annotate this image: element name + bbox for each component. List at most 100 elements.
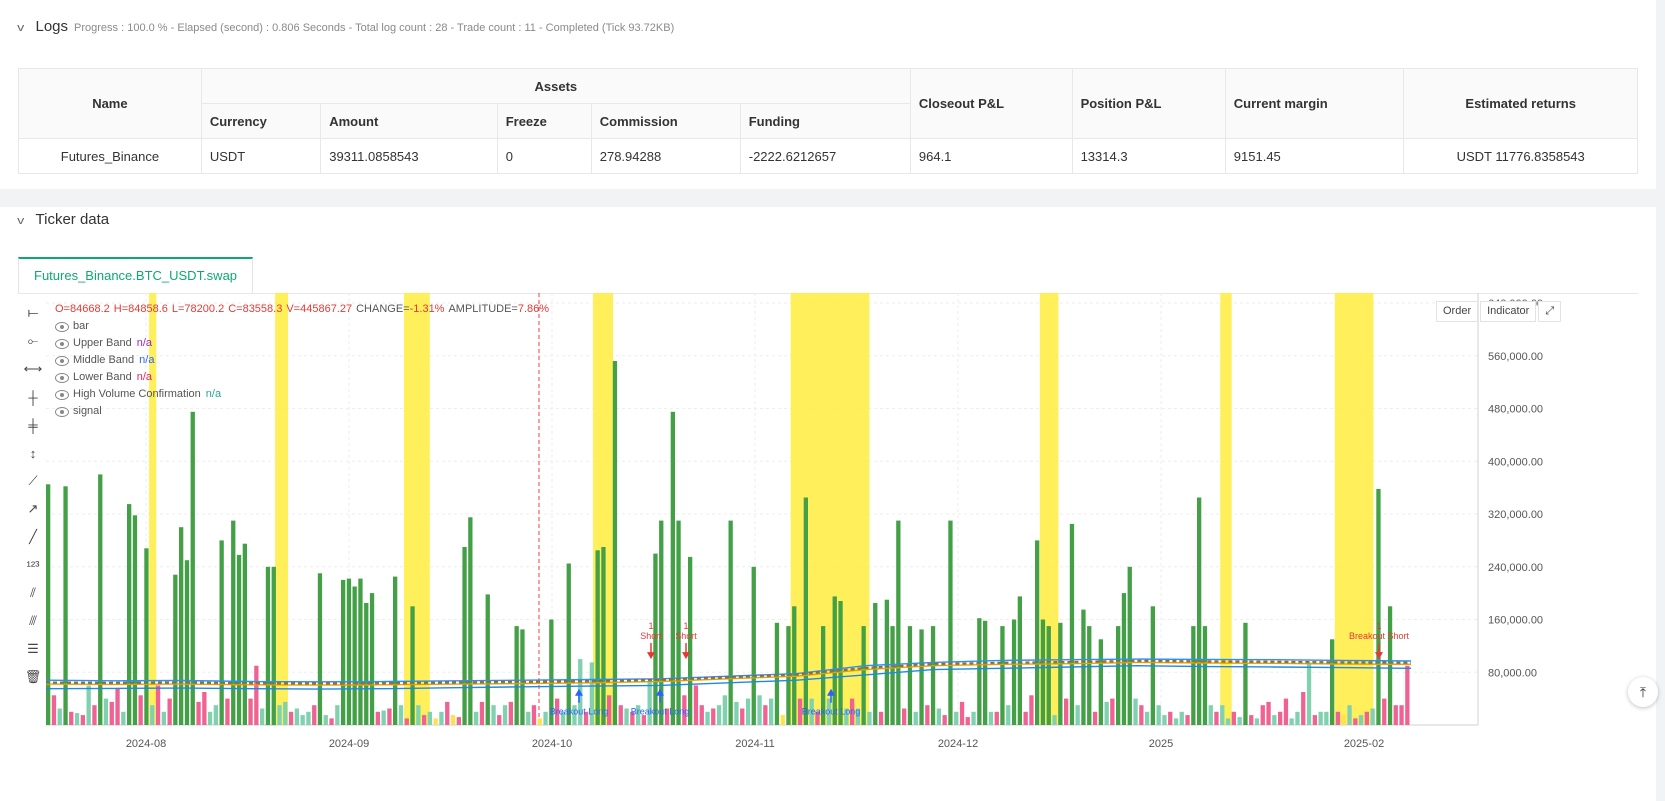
- trash-icon[interactable]: 🗑: [24, 669, 42, 684]
- volume-bar: [1289, 718, 1294, 725]
- volume-bar: [161, 711, 166, 725]
- logs-header[interactable]: v Logs Progress : 100.0 % - Elapsed (sec…: [17, 18, 674, 35]
- ohlc-high: H=84858.6: [113, 303, 168, 315]
- volume-bar: [410, 606, 415, 725]
- eye-icon[interactable]: [55, 372, 69, 383]
- volume-bar: [1214, 711, 1219, 725]
- legend-item[interactable]: signal: [55, 403, 553, 420]
- volume-bar: [387, 708, 392, 725]
- volume-bar: [549, 619, 554, 725]
- chart-legend: O=84668.2 H=84858.6 L=78200.2 C=83558.3 …: [55, 301, 553, 420]
- volume-bar: [271, 566, 276, 726]
- segment-icon[interactable]: ╱: [29, 529, 37, 544]
- chevron-down-icon[interactable]: v: [17, 215, 25, 227]
- legend-item[interactable]: High Volume Confirmation n/a: [55, 386, 553, 403]
- legend-item[interactable]: bar: [55, 318, 553, 335]
- tab-btc-usdt-swap[interactable]: Futures_Binance.BTC_USDT.swap: [18, 257, 254, 293]
- volume-bar: [1225, 718, 1231, 725]
- trend-line-icon[interactable]: ⟋: [28, 473, 38, 488]
- volume-bar: [260, 708, 265, 725]
- x-tick-label: 2024-08: [126, 738, 166, 750]
- legend-item[interactable]: Upper Band n/a: [55, 335, 553, 352]
- volume-bar: [1382, 698, 1387, 725]
- volume-bar: [647, 682, 652, 725]
- volume-bar: [618, 705, 623, 725]
- parallel-channel-icon[interactable]: ⫽: [30, 585, 36, 600]
- volume-bar: [190, 411, 195, 725]
- volume-bar: [902, 708, 907, 725]
- volume-bar: [1370, 708, 1375, 725]
- volume-bar: [283, 701, 288, 725]
- volume-bar: [809, 698, 814, 725]
- volume-bar: [497, 715, 502, 725]
- volume-bar: [1197, 497, 1202, 725]
- col-amount: Amount: [320, 103, 498, 139]
- cell-returns: USDT 11776.8358543: [1403, 138, 1638, 174]
- volume-bar: [1046, 626, 1051, 725]
- legend-item[interactable]: Middle Band n/a: [55, 352, 553, 369]
- eye-icon[interactable]: [55, 406, 69, 417]
- vertical-line-icon[interactable]: ┼: [28, 389, 38, 405]
- y-tick-label: 240,000.00: [1488, 562, 1543, 574]
- short-arrow-icon: [682, 652, 690, 660]
- scroll-to-top-button[interactable]: ⤒: [1628, 677, 1658, 707]
- eye-icon[interactable]: [55, 338, 69, 349]
- volume-bar: [1295, 711, 1300, 725]
- volume-bar: [445, 701, 450, 725]
- horizontal-segment-icon[interactable]: ⟷: [23, 361, 43, 376]
- fib-channel-icon[interactable]: ⫻: [29, 613, 37, 628]
- volume-bar: [346, 578, 352, 725]
- col-position: Position P&L: [1071, 68, 1226, 139]
- horizontal-line-icon[interactable]: ⟝: [27, 305, 39, 320]
- y-tick-label: 320,000.00: [1488, 509, 1543, 521]
- legend-item[interactable]: Lower Band n/a: [55, 369, 553, 386]
- volume-bar: [595, 550, 600, 725]
- order-button[interactable]: Order: [1436, 301, 1479, 322]
- fullscreen-icon[interactable]: ⤢: [1538, 301, 1562, 322]
- volume-bar: [404, 718, 409, 725]
- volume-bar: [1144, 711, 1150, 725]
- volume-bar: [751, 566, 756, 726]
- price-label-icon[interactable]: ¹²³: [26, 557, 40, 573]
- eye-icon[interactable]: [55, 355, 69, 366]
- volume-bar: [288, 711, 294, 725]
- eye-icon[interactable]: [55, 321, 69, 332]
- col-margin: Current margin: [1224, 68, 1405, 139]
- volume-bar: [1168, 711, 1173, 725]
- ticker-header[interactable]: v Ticker data: [17, 211, 109, 228]
- signal-highlight-zone: [1334, 293, 1374, 725]
- price-chart[interactable]: 640,000.00560,000.00480,000.00400,000.00…: [46, 293, 1656, 801]
- volume-bar: [80, 715, 85, 725]
- volume-bar: [364, 603, 369, 725]
- volume-bar: [1000, 626, 1005, 725]
- indicator-button[interactable]: Indicator: [1480, 301, 1537, 322]
- volume-bar: [873, 603, 878, 725]
- volume-bar: [369, 593, 375, 725]
- chevron-down-icon[interactable]: v: [17, 22, 25, 34]
- volume-bar: [1301, 692, 1306, 725]
- signal-highlight-zone: [275, 293, 289, 725]
- volume-bar: [844, 708, 849, 725]
- volume-bar: [508, 701, 513, 725]
- volume-bar: [485, 594, 490, 725]
- volume-bar: [636, 705, 641, 725]
- volume-bar: [925, 705, 930, 725]
- volume-bar: [693, 685, 699, 725]
- volume-bar: [1283, 698, 1289, 725]
- ray-line-icon[interactable]: ↗: [27, 501, 39, 516]
- volume-bar: [179, 527, 184, 725]
- volume-bar: [474, 711, 479, 725]
- signal-line-red: [46, 659, 1412, 684]
- vertical-segment-icon[interactable]: ↕: [29, 445, 37, 461]
- fib-levels-icon[interactable]: ☰: [27, 641, 39, 656]
- volume-bar: [688, 556, 693, 725]
- horizontal-ray-icon[interactable]: ⟜: [27, 333, 39, 348]
- volume-bar: [942, 715, 947, 725]
- volume-bar: [913, 711, 918, 725]
- volume-bar: [850, 698, 855, 725]
- volume-bar: [341, 579, 346, 725]
- drawing-toolbar: ⟝ ⟜ ⟷ ┼ ╪ ↕ ⟋ ↗ ╱ ¹²³ ⫽ ⫻ ☰ 🗑: [20, 299, 46, 691]
- eye-icon[interactable]: [55, 389, 69, 400]
- vertical-ray-icon[interactable]: ╪: [28, 417, 38, 433]
- volume-bar: [815, 711, 820, 725]
